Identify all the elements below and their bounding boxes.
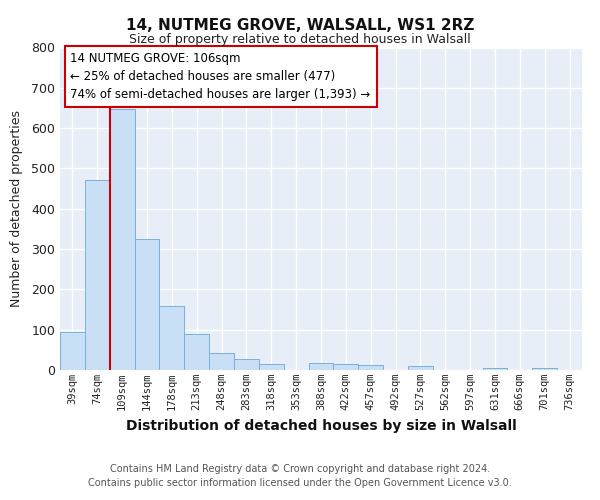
Bar (209, 353, 234, 370)
Bar (408, 366, 433, 370)
Bar (334, 364, 358, 370)
Bar (482, 368, 508, 370)
Bar (110, 109, 134, 370)
Text: Size of property relative to detached houses in Walsall: Size of property relative to detached ho… (129, 32, 471, 46)
Text: Contains HM Land Registry data © Crown copyright and database right 2024.
Contai: Contains HM Land Registry data © Crown c… (88, 464, 512, 487)
Bar (184, 334, 209, 370)
Bar (134, 239, 160, 370)
Bar (532, 368, 557, 370)
Bar (160, 306, 184, 370)
X-axis label: Distribution of detached houses by size in Walsall: Distribution of detached houses by size … (125, 418, 517, 432)
Bar (60, 332, 85, 370)
Bar (358, 365, 383, 370)
Bar (85, 180, 110, 370)
Text: 14, NUTMEG GROVE, WALSALL, WS1 2RZ: 14, NUTMEG GROVE, WALSALL, WS1 2RZ (126, 18, 474, 32)
Y-axis label: Number of detached properties: Number of detached properties (10, 110, 23, 307)
Bar (308, 362, 334, 370)
Bar (259, 364, 284, 370)
Text: 14 NUTMEG GROVE: 106sqm
← 25% of detached houses are smaller (477)
74% of semi-d: 14 NUTMEG GROVE: 106sqm ← 25% of detache… (70, 52, 371, 102)
Bar (234, 358, 259, 370)
